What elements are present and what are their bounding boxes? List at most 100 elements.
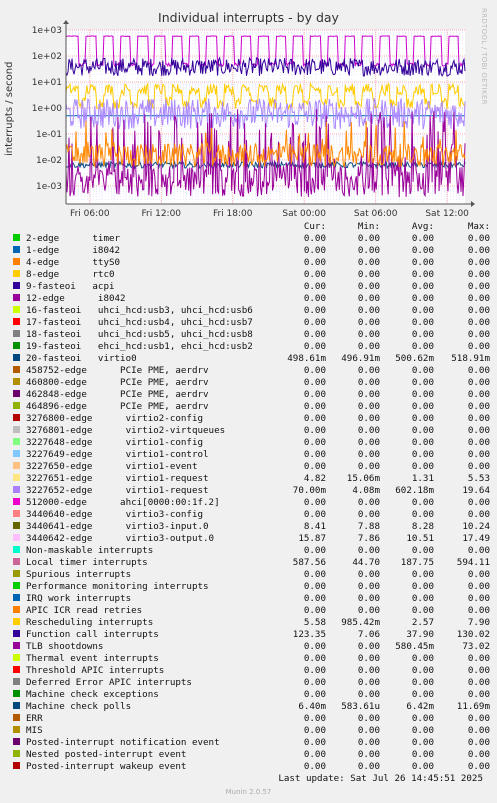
- legend-max: 10.24: [462, 521, 490, 532]
- legend-row: Deferred Error APIC interrupts 0.00 0.00 0.…: [10, 677, 490, 689]
- legend-cur: 0.00: [303, 653, 326, 664]
- legend-cur: 0.00: [303, 329, 326, 340]
- legend-min: 0.00: [357, 749, 380, 760]
- legend-label: Thermal event interrupts: [26, 653, 159, 664]
- legend-max: 0.00: [467, 689, 490, 700]
- y-tick-label: 1e+00: [32, 104, 63, 114]
- legend-label: Performance monitoring interrupts: [26, 581, 209, 592]
- legend-min: 0.00: [357, 689, 380, 700]
- x-tick-label: Sat 00:00: [282, 209, 326, 219]
- legend-label: ERR: [26, 713, 43, 724]
- legend-max: 0.00: [467, 713, 490, 724]
- legend-row: Machine check polls 6.40m 583.61u 6.42m 11.6…: [10, 701, 490, 713]
- legend-cur: 0.00: [303, 233, 326, 244]
- legend-label: 464896-edge PCIe PME, aerdrv: [26, 401, 209, 412]
- legend-cur: 0.00: [303, 593, 326, 604]
- legend-avg: 0.00: [411, 293, 434, 304]
- col-header-avg: Avg:: [411, 221, 434, 232]
- legend-avg: 10.51: [406, 533, 434, 544]
- legend-label: 1-edge i8042: [26, 245, 121, 256]
- legend-cur: 123.35: [292, 629, 326, 640]
- legend-swatch: [13, 306, 20, 313]
- legend-rows: 2-edge timer 0.00 0.00 0.00 0.00 1-edge i8042…: [10, 233, 490, 773]
- series-line: [65, 35, 466, 68]
- x-tick-labels: Fri 06:00 Fri 12:00 Fri 18:00 Sat 00:00 Sat …: [70, 209, 469, 219]
- legend-label: 16-fasteoi uhci_hcd:usb3, uhci_hcd:usb6: [26, 305, 253, 316]
- legend-row: 3440640-edge virtio3-config 0.00 0.00 0.00 0…: [10, 509, 490, 521]
- legend-swatch: [13, 246, 20, 253]
- legend-avg: 0.00: [411, 269, 434, 280]
- legend-label: Machine check exceptions: [26, 689, 159, 700]
- legend-cur: 0.00: [303, 281, 326, 292]
- legend-avg: 0.00: [411, 737, 434, 748]
- legend-row: 17-fasteoi uhci_hcd:usb4, uhci_hcd:usb7 0…: [10, 317, 490, 329]
- x-tick-label: Fri 12:00: [142, 209, 182, 219]
- legend-min: 496.91m: [341, 353, 380, 364]
- legend-avg: 0.00: [411, 377, 434, 388]
- legend-row: Thermal event interrupts 0.00 0.00 0.00 0.00: [10, 653, 490, 665]
- legend-row: 1-edge i8042 0.00 0.00 0.00 0.00: [10, 245, 490, 257]
- legend-max: 0.00: [467, 665, 490, 676]
- legend-min: 985.42m: [341, 617, 380, 628]
- legend-avg: 0.00: [411, 689, 434, 700]
- legend-min: 0.00: [357, 713, 380, 724]
- legend-avg: 602.18m: [395, 485, 434, 496]
- legend-label: 462848-edge PCIe PME, aerdrv: [26, 389, 209, 400]
- legend-max: 0.00: [467, 425, 490, 436]
- legend-row: MIS 0.00 0.00 0.00 0.00: [10, 725, 490, 737]
- legend-max: 0.00: [467, 581, 490, 592]
- legend-swatch: [13, 618, 20, 625]
- legend-swatch: [13, 702, 20, 709]
- legend-swatch: [13, 570, 20, 577]
- y-tick-labels: 1e+03 1e+02 1e+01 1e+00 1e-01 1e-02 1e-03: [32, 26, 63, 192]
- legend-swatch: [13, 714, 20, 721]
- legend-row: 9-fasteoi acpi 0.00 0.00 0.00 0.00: [10, 281, 490, 293]
- legend-cur: 0.00: [303, 497, 326, 508]
- legend-min: 0.00: [357, 593, 380, 604]
- legend-cur: 0.00: [303, 677, 326, 688]
- y-tick-label: 1e+03: [32, 26, 62, 36]
- legend-cur: 0.00: [303, 257, 326, 268]
- legend-label: Nested posted-interrupt event: [26, 749, 187, 760]
- legend-cur: 498.61m: [287, 353, 326, 364]
- legend-avg: 0.00: [411, 245, 434, 256]
- legend-swatch: [13, 378, 20, 385]
- legend-label: Non-maskable interrupts: [26, 545, 154, 556]
- legend-avg: 0.00: [411, 593, 434, 604]
- legend-row: ERR 0.00 0.00 0.00 0.00: [10, 713, 490, 725]
- legend-row: 2-edge timer 0.00 0.00 0.00 0.00: [10, 233, 490, 245]
- legend-max: 0.00: [467, 281, 490, 292]
- legend-swatch: [13, 678, 20, 685]
- data-series: [65, 35, 466, 198]
- legend-cur: 0.00: [303, 761, 326, 772]
- legend-cur: 0.00: [303, 269, 326, 280]
- x-tick-label: Fri 06:00: [70, 209, 110, 219]
- legend-avg: 0.00: [411, 509, 434, 520]
- legend-cur: 0.00: [303, 509, 326, 520]
- legend-min: 44.70: [352, 557, 380, 568]
- legend-avg: 0.00: [411, 437, 434, 448]
- legend-min: 0.00: [357, 605, 380, 616]
- legend-avg: 0.00: [411, 761, 434, 772]
- legend-label: 19-fasteoi ehci_hcd:usb1, ehci_hcd:usb2: [26, 341, 253, 352]
- legend-cur: 0.00: [303, 461, 326, 472]
- legend-max: 0.00: [467, 329, 490, 340]
- legend-swatch: [13, 510, 20, 517]
- legend-max: 0.00: [467, 761, 490, 772]
- legend-avg: 0.00: [411, 665, 434, 676]
- legend-cur: 0.00: [303, 245, 326, 256]
- legend-label: 512000-edge ahci[0000:00:1f.2]: [26, 497, 220, 508]
- legend-avg: 0.00: [411, 401, 434, 412]
- legend-label: 3227649-edge virtio1-control: [26, 449, 209, 460]
- legend-cur: 0.00: [303, 425, 326, 436]
- legend-label: Function call interrupts: [26, 629, 159, 640]
- legend-swatch: [13, 342, 20, 349]
- legend-swatch: [13, 366, 20, 373]
- legend-cur: 0.00: [303, 449, 326, 460]
- legend-row: 3227651-edge virtio1-request 4.82 15.06m 1.…: [10, 473, 490, 485]
- legend-cur: 6.40m: [298, 701, 326, 712]
- legend-min: 0.00: [357, 413, 380, 424]
- legend-cur: 4.82: [303, 473, 326, 484]
- legend-label: 458752-edge PCIe PME, aerdrv: [26, 365, 209, 376]
- legend-row: APIC ICR read retries 0.00 0.00 0.00 0.00: [10, 605, 490, 617]
